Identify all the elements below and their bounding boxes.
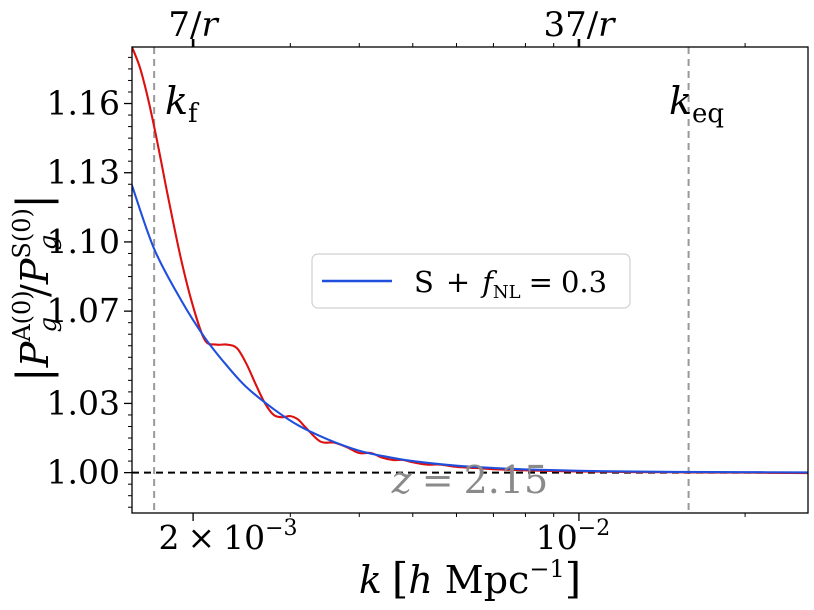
y-tick-label: 1.03 [47, 383, 120, 422]
k-eq-label: keq [669, 79, 724, 129]
legend-box [311, 253, 631, 309]
y-tick-labels: 1.00 1.03 1.07 1.10 1.13 1.16 [47, 84, 120, 492]
ticks-layer [124, 39, 746, 521]
series-s-fnl-line [132, 184, 808, 474]
x-axis-label: k [h Mpc−1] [359, 554, 581, 603]
top-tick-label: 37/r [543, 5, 616, 45]
svg-text:|PA(0)g/PS(0)g|: |PA(0)g/PS(0)g| [8, 194, 62, 382]
x-tick-label-2e-3: 2 × 10−3 [158, 516, 297, 557]
y-tick-label: 1.10 [47, 222, 120, 261]
x-tick-label-1e-2: 10−2 [536, 516, 610, 557]
top-tick-label: 7/r [168, 5, 219, 45]
y-tick-label: 1.13 [47, 153, 120, 192]
k-f-label: kf [165, 79, 200, 129]
y-axis-label: |PA(0)g/PS(0)g| [8, 194, 62, 382]
plot-frame [131, 46, 809, 514]
y-tick-label: 1.16 [47, 84, 120, 123]
top-tick-labels: 7/r 37/r [168, 5, 616, 45]
legend: S + fNL = 0.3 [311, 253, 631, 309]
series-layer [132, 47, 808, 475]
y-tick-label: 1.07 [47, 291, 120, 330]
y-tick-label: 1.00 [47, 453, 120, 492]
redshift-annotation: z = 2.15 [391, 458, 548, 502]
legend-label: S + fNL = 0.3 [414, 265, 607, 303]
